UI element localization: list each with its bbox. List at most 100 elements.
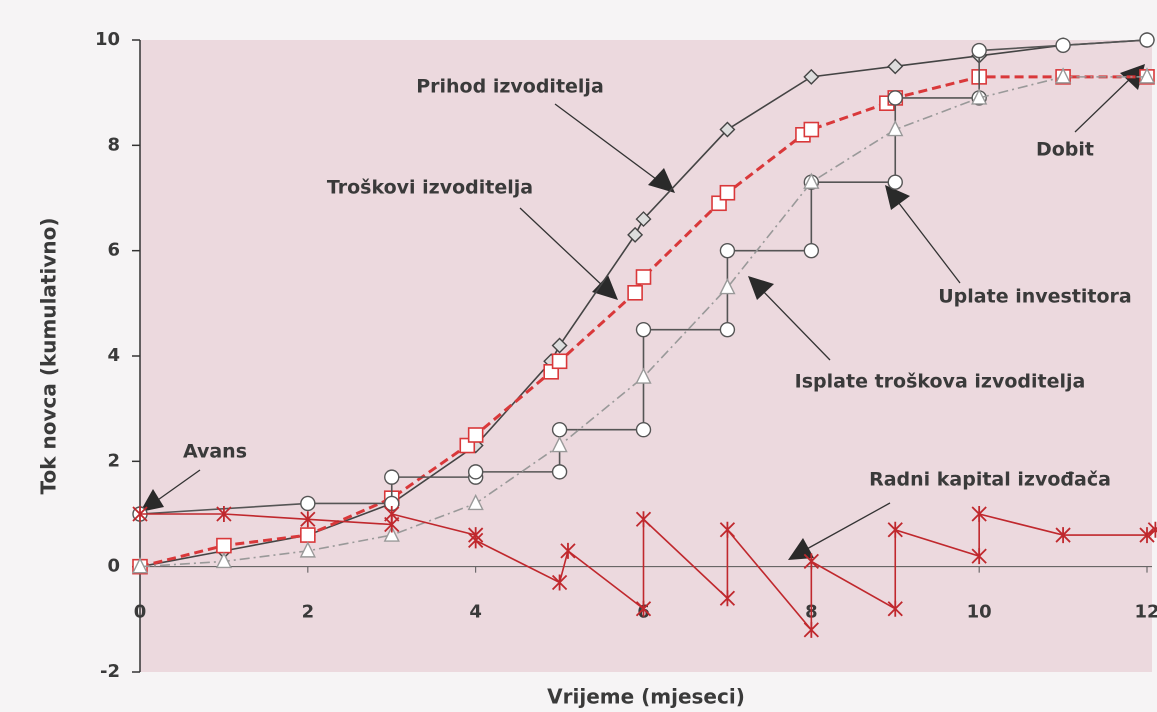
marker (551, 353, 568, 370)
annotation: Radni kapital izvođača (869, 469, 1111, 491)
marker (1055, 37, 1071, 53)
marker (887, 58, 904, 75)
marker (971, 42, 987, 59)
marker (216, 537, 232, 554)
series (131, 67, 1156, 574)
marker (627, 226, 644, 243)
x-tick-label: 0 (134, 602, 147, 623)
marker (719, 242, 736, 259)
marker (132, 506, 148, 522)
marker (215, 551, 233, 569)
marker (467, 493, 484, 511)
marker (1054, 67, 1072, 84)
marker (1147, 521, 1157, 538)
y-tick-label: 4 (107, 345, 120, 366)
marker (551, 337, 568, 354)
annotation: Uplate investitora (938, 286, 1132, 308)
marker (131, 557, 149, 574)
marker (1138, 67, 1156, 84)
marker (803, 553, 819, 570)
marker (971, 506, 987, 522)
marker (467, 464, 484, 480)
arrow-head (788, 538, 814, 560)
marker (635, 211, 652, 228)
marker (803, 621, 819, 638)
series-line (139, 39, 1148, 515)
marker (635, 367, 652, 384)
y-tick-label: 6 (107, 240, 120, 261)
marker (635, 321, 652, 338)
arrow (1074, 75, 1134, 133)
marker (719, 521, 736, 538)
marker (887, 119, 904, 137)
marker (887, 90, 903, 106)
marker (468, 532, 484, 549)
annotation: Troškovi izvoditelja (327, 177, 533, 199)
marker (803, 121, 820, 138)
marker (719, 121, 736, 138)
marker (384, 469, 400, 485)
y-axis-label: Tok novca (kumulativno) (37, 217, 61, 494)
arrow (154, 469, 201, 503)
marker (635, 422, 652, 438)
marker (627, 284, 643, 301)
annotation: Avans (183, 441, 247, 463)
marker (719, 590, 736, 607)
series (132, 506, 1157, 638)
arrow-head (748, 276, 774, 300)
x-tick-label: 4 (469, 602, 482, 623)
marker (635, 269, 652, 285)
y-tick-label: 8 (107, 134, 120, 155)
marker (887, 174, 903, 190)
arrow-head (592, 275, 618, 300)
marker (803, 68, 820, 85)
marker (216, 506, 232, 522)
arrow (554, 103, 661, 183)
arrow (894, 197, 961, 284)
marker (299, 541, 316, 558)
marker (887, 600, 903, 617)
marker (719, 184, 736, 201)
x-tick-label: 10 (967, 602, 992, 623)
marker (971, 548, 987, 565)
marker (551, 574, 568, 591)
y-tick-label: 2 (107, 450, 120, 471)
marker (803, 242, 820, 259)
arrow (519, 207, 606, 289)
marker (467, 427, 484, 443)
marker (551, 435, 568, 453)
arrow (759, 287, 831, 361)
x-tick-label: 2 (302, 602, 315, 623)
marker (1139, 527, 1155, 544)
arrow-head (140, 489, 164, 512)
arrow-head (885, 185, 910, 210)
arrow-head (648, 168, 675, 193)
arrow (804, 502, 891, 551)
y-tick-label: 10 (95, 29, 120, 50)
annotation: Isplate troškova izvoditelja (795, 371, 1086, 393)
marker (803, 172, 820, 189)
marker (635, 600, 652, 617)
marker (383, 525, 400, 542)
y-tick-label: 0 (107, 556, 120, 577)
marker (560, 542, 576, 559)
y-tick-label: -2 (100, 661, 120, 682)
annotation: Prihod izvoditelja (416, 76, 604, 98)
marker (1139, 32, 1155, 48)
marker (887, 521, 903, 538)
x-tick-label: 12 (1134, 602, 1157, 623)
marker (300, 511, 316, 528)
marker (719, 277, 736, 295)
x-axis-label: Vrijeme (mjeseci) (547, 685, 745, 709)
marker (971, 88, 988, 105)
plot-area (140, 40, 1152, 672)
marker (635, 511, 652, 528)
marker (551, 422, 568, 438)
marker (300, 495, 316, 512)
marker (551, 464, 568, 480)
annotation: Dobit (1036, 139, 1094, 161)
marker (719, 321, 736, 338)
marker (384, 506, 400, 522)
marker (1055, 527, 1071, 544)
